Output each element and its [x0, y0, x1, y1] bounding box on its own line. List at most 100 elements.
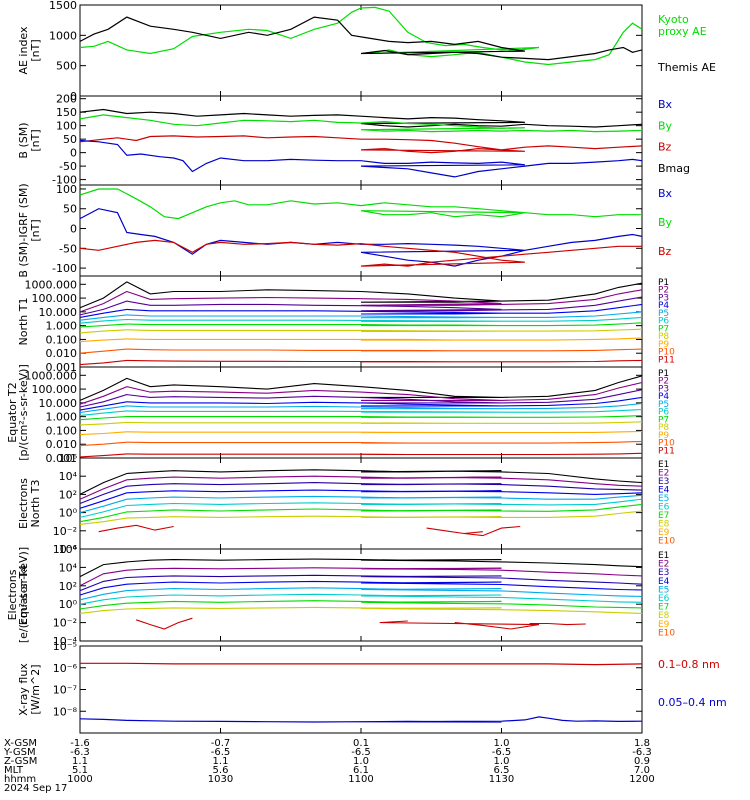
y-tick-label: 1500 — [49, 0, 77, 12]
legend-entry: P9 — [658, 340, 669, 350]
channel-line — [79, 415, 643, 421]
channel-line — [79, 574, 643, 592]
x-axis-row-value: 6.5 — [494, 765, 510, 776]
legend-entry: E7 — [658, 603, 669, 613]
y-tick-label: 0.100 — [46, 333, 78, 346]
y-tick-label: 10⁻⁴ — [53, 635, 78, 648]
y-tick-label: 0.100 — [46, 424, 78, 437]
y-axis-label: B (SM) — [17, 122, 30, 158]
series-line — [80, 662, 643, 666]
x-axis-row-value: 1000 — [67, 774, 92, 785]
channel-line — [79, 469, 643, 495]
y-axis-label: [W/m^2] — [29, 664, 42, 714]
y-axis-label: X-ray flux — [17, 663, 30, 716]
y-tick-label: 10⁰ — [59, 598, 78, 611]
channel-line — [79, 375, 643, 401]
legend-entry: Bz — [658, 141, 672, 154]
legend-entry: E6 — [658, 594, 670, 604]
y-tick-label: 0.001 — [46, 361, 78, 374]
y-axis-label: North T1 — [17, 298, 30, 346]
y-axis-label: [e/(cm²-s-sr-keV)] — [17, 547, 30, 643]
channel-line — [79, 296, 643, 316]
channel-fragment — [426, 527, 483, 535]
y-tick-label: 50 — [63, 203, 77, 216]
legend-entry: E10 — [658, 628, 675, 638]
x-axis-row-value: -6.5 — [211, 747, 231, 758]
channel-line — [79, 440, 643, 447]
y-tick-label: 10⁻⁸ — [53, 705, 78, 718]
channel-line — [79, 475, 643, 500]
y-tick-label: 10.000 — [39, 306, 78, 319]
channel-line — [79, 593, 643, 605]
x-axis-row-value: 5.6 — [213, 765, 229, 776]
channel-line — [79, 558, 643, 578]
y-tick-label: 10⁻⁷ — [53, 684, 77, 697]
y-tick-label: 10² — [59, 580, 77, 593]
y-tick-label: 0.010 — [46, 438, 78, 451]
y-tick-label: 10⁻² — [53, 525, 77, 538]
y-tick-label: 10⁴ — [59, 561, 78, 574]
channel-fragment — [98, 524, 174, 533]
y-tick-label: 0.010 — [46, 347, 78, 360]
legend-entry: E9 — [658, 528, 670, 538]
y-axis-label: Electrons — [17, 478, 30, 529]
y-tick-label: 100 — [56, 183, 77, 196]
x-axis-annotation: X-GSM -1.6 -0.7 0.1 1.0 1.8 Y-GSM -6.3 -6.5 -6.5 -… — [3, 738, 655, 794]
legend-entry: P3 — [658, 384, 669, 394]
x-axis-row-label: X-GSM — [4, 738, 37, 749]
y-axis-label: B (SM)-IGRF (SM) — [17, 183, 30, 277]
channel-line — [79, 430, 643, 436]
x-axis-row-label: Z-GSM — [4, 756, 37, 767]
x-axis-row-label: hhmm — [4, 774, 36, 785]
y-axis-label-secondary: Electrons — [6, 569, 19, 620]
legend-entry: Bmag — [658, 162, 690, 175]
y-axis-label: AE index — [17, 26, 30, 75]
y-tick-label: 10⁰ — [59, 507, 78, 520]
series-line — [79, 114, 643, 133]
y-tick-label: -50 — [59, 160, 77, 173]
legend-entry: E4 — [658, 486, 670, 496]
y-tick-label: 150 — [56, 106, 77, 119]
legend-entry: Bz — [658, 245, 672, 258]
legend-entry: By — [658, 216, 673, 229]
legend-entry: P2 — [658, 286, 669, 296]
y-axis-label-secondary: Equator T4 — [17, 565, 30, 625]
y-axis-label: [nT] — [29, 129, 42, 151]
legend-entry: P3 — [658, 293, 669, 303]
channel-line — [79, 510, 643, 525]
legend-entry: P8 — [658, 332, 669, 342]
legend-entry: E3 — [658, 477, 669, 487]
channel-line — [79, 489, 643, 509]
channel-line — [79, 606, 643, 614]
panel-frame — [79, 95, 643, 186]
legend-entry: Kyoto — [658, 13, 689, 26]
legend-entry: E8 — [658, 520, 670, 530]
y-tick-label: 10⁶ — [59, 452, 78, 465]
legend-entry: P10 — [658, 348, 675, 358]
legend-entry: P10 — [658, 439, 675, 449]
channel-line — [79, 580, 643, 596]
panel-eeq: 10⁻⁴ 10⁻² 10⁰ 10² 10⁴ 10⁶ [e/(cm²-s-sr-keV)]El… — [6, 543, 675, 648]
legend-entry: E2 — [658, 469, 669, 479]
legend-entry: E8 — [658, 611, 670, 621]
x-axis-row-value: 6.1 — [353, 765, 369, 776]
x-axis-row-value: 1.0 — [494, 738, 510, 749]
y-tick-label: 1.000 — [46, 320, 78, 333]
x-axis-row-value: 7.0 — [634, 765, 650, 776]
legend-entry: E2 — [658, 560, 669, 570]
legend-entry: E1 — [658, 551, 669, 561]
y-tick-label: 0 — [70, 90, 77, 103]
x-axis-row-value: 1100 — [348, 774, 373, 785]
series-line — [79, 108, 643, 128]
y-axis-label: [nT] — [29, 39, 42, 61]
legend-entry: P7 — [658, 415, 669, 425]
x-axis-row-value: 1.1 — [213, 756, 229, 767]
y-tick-label: -100 — [52, 262, 77, 275]
series-line — [79, 6, 643, 66]
legend-entry: E1 — [658, 460, 669, 470]
legend-entry: P5 — [658, 400, 669, 410]
series-line — [79, 188, 642, 220]
legend-entry: P11 — [658, 446, 675, 456]
